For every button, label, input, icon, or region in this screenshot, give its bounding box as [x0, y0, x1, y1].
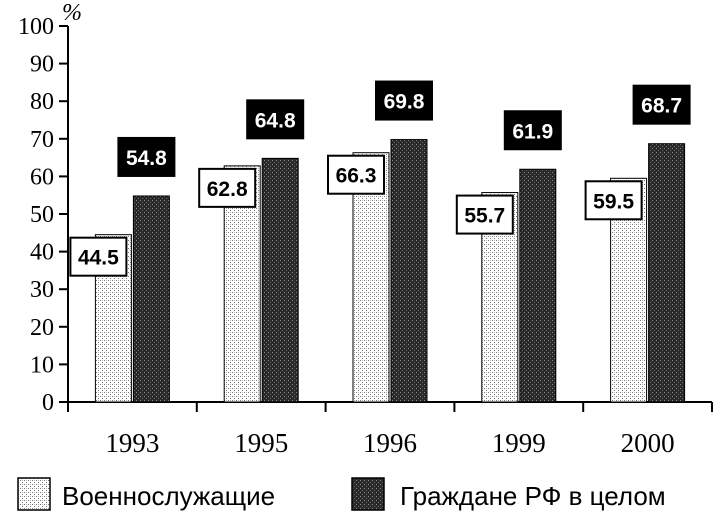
data-label-citizens: 68.7 — [641, 95, 682, 118]
x-category-label: 1995 — [234, 428, 288, 458]
legend-swatch-citizens — [351, 477, 385, 511]
y-tick-label: 100 — [18, 14, 54, 40]
x-category-label: 1999 — [492, 428, 546, 458]
bar-citizens — [132, 195, 170, 403]
y-tick-label: 50 — [30, 202, 54, 228]
data-label-military: 66.3 — [336, 165, 377, 188]
data-label-citizens: 69.8 — [384, 91, 425, 114]
bar-citizens — [648, 143, 686, 403]
data-label-box-military — [327, 154, 385, 195]
y-tick-label: 60 — [30, 164, 54, 190]
data-label-box-citizens — [117, 136, 176, 177]
y-tick-label: 80 — [30, 89, 54, 115]
data-label-military: 44.5 — [78, 247, 119, 270]
data-label-military: 59.5 — [593, 190, 634, 213]
legend-label-citizens: Граждане РФ в целом — [400, 481, 666, 511]
y-tick-label: 10 — [30, 352, 54, 378]
y-tick-label: 40 — [30, 240, 54, 266]
y-tick-label: 20 — [30, 315, 54, 341]
y-unit-label: % — [62, 0, 82, 26]
y-tick-label: 70 — [30, 127, 54, 153]
y-tick-label: 30 — [30, 277, 54, 303]
data-label-box-citizens — [632, 84, 691, 125]
data-label-box-military — [455, 194, 514, 235]
x-category-label: 1993 — [105, 428, 159, 458]
y-tick-label: 0 — [42, 390, 54, 416]
y-tick-label: 90 — [30, 52, 54, 78]
legend-swatch-military — [17, 477, 51, 511]
bar-citizens — [519, 168, 557, 403]
data-label-box-military — [198, 167, 257, 208]
data-label-box-citizens — [375, 80, 433, 121]
data-label-citizens: 61.9 — [512, 120, 553, 143]
data-label-citizens: 64.8 — [255, 109, 296, 132]
x-category-label: 1996 — [363, 428, 417, 458]
data-label-box-military — [584, 180, 643, 221]
bar-citizens — [390, 139, 428, 403]
data-label-box-citizens — [503, 110, 562, 151]
x-category-label: 2000 — [621, 428, 675, 458]
data-label-military: 62.8 — [207, 178, 248, 201]
bar-citizens — [261, 157, 299, 403]
legend-label-military: Военнослужащие — [62, 481, 275, 511]
data-label-military: 55.7 — [464, 205, 505, 228]
data-label-box-citizens — [246, 99, 305, 140]
data-label-box-military — [69, 236, 128, 277]
data-label-citizens: 54.8 — [126, 147, 167, 170]
